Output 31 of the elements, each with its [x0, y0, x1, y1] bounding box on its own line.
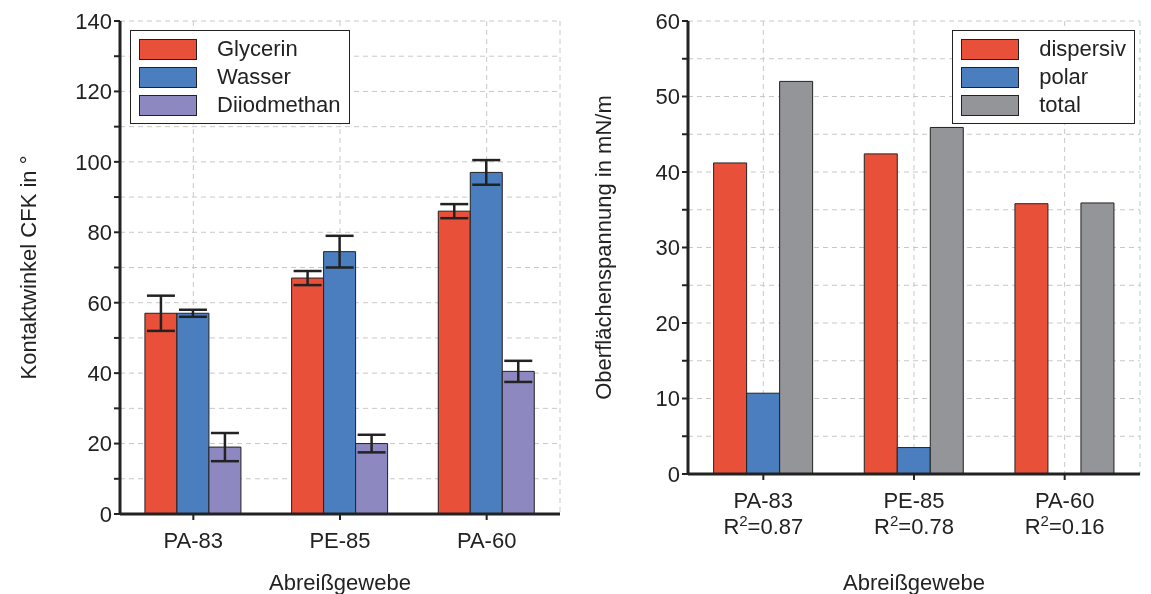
y-tick-label: 50	[655, 84, 680, 110]
legend-label: Diiodmethan	[217, 92, 341, 118]
y-tick-label: 60	[655, 8, 680, 34]
y-tick-label: 140	[75, 8, 112, 34]
x-axis-title: Abreißgewebe	[269, 570, 411, 594]
legend-label: dispersiv	[1039, 36, 1126, 62]
y-tick-label: 10	[655, 386, 680, 412]
y-tick-label: 100	[75, 149, 112, 175]
y-tick-label: 20	[655, 310, 680, 336]
y-axis-title: Kontaktwinkel CFK in °	[15, 155, 41, 380]
x-tick-label: PA-60 R$^{2}$=0.16	[1024, 488, 1105, 539]
x-tick-label: PE-85	[309, 528, 371, 553]
legend-label: Glycerin	[217, 36, 298, 62]
x-tick-label: PA-83	[163, 528, 224, 553]
legend-label: polar	[1039, 64, 1089, 90]
y-tick-label: 120	[75, 79, 112, 105]
y-tick-label: 60	[87, 290, 112, 316]
legend-label: total	[1039, 92, 1081, 118]
y-tick-label: 0	[667, 461, 680, 487]
x-axis-title: Abreißgewebe	[843, 570, 985, 594]
y-tick-label: 20	[87, 431, 112, 457]
x-tick-label: PA-60	[456, 528, 517, 553]
y-tick-label: 30	[655, 235, 680, 261]
x-tick-label: PE-85 R$^{2}$=0.78	[874, 488, 954, 539]
y-axis-title: Oberflächenspannung in mN/m	[590, 95, 616, 400]
y-tick-label: 40	[87, 360, 112, 386]
x-tick-label: PA-83 R$^{2}$=0.87	[723, 488, 804, 539]
y-tick-label: 40	[655, 159, 680, 185]
y-tick-label: 80	[87, 220, 112, 246]
y-tick-label: 0	[99, 501, 112, 527]
legend-label: Wasser	[217, 64, 291, 90]
